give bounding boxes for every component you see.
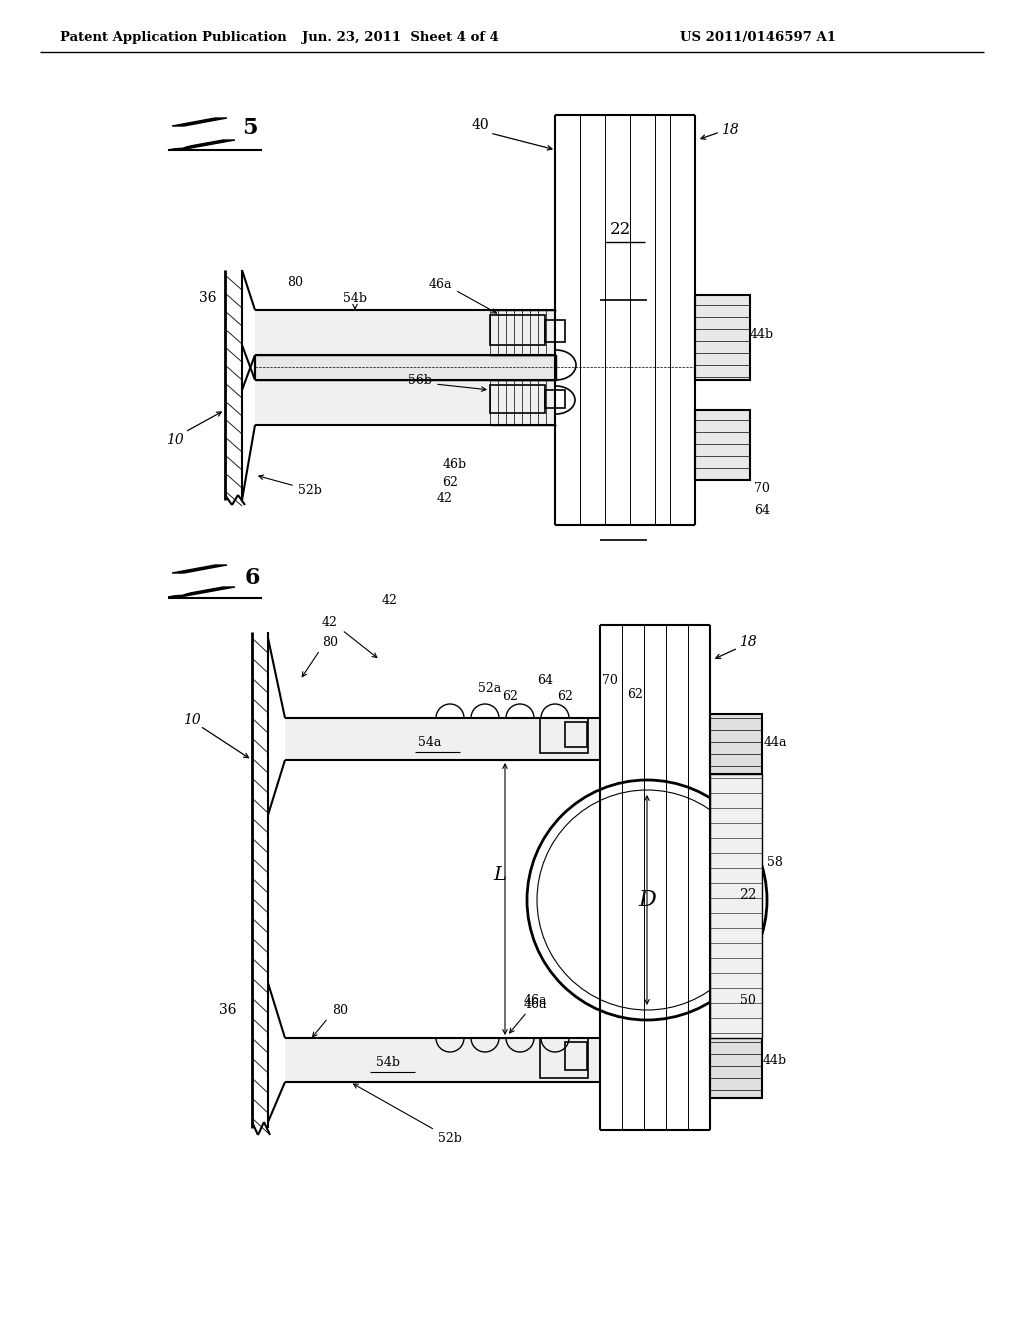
Text: Patent Application Publication: Patent Application Publication [60, 32, 287, 45]
Bar [565, 722, 587, 747]
Bar [490, 315, 545, 345]
Text: 42: 42 [323, 615, 338, 628]
Text: 44a: 44a [763, 735, 786, 748]
Polygon shape [168, 587, 234, 597]
Text: 10: 10 [166, 433, 184, 447]
Text: 46a: 46a [428, 279, 452, 292]
Text: 42: 42 [382, 594, 398, 606]
Text: 50: 50 [740, 994, 756, 1006]
Bar [545, 319, 565, 342]
Text: 70: 70 [754, 482, 770, 495]
Text: 80: 80 [322, 635, 338, 648]
Polygon shape [172, 117, 227, 125]
Text: 64: 64 [537, 673, 553, 686]
Bar [255, 310, 556, 355]
Polygon shape [172, 565, 227, 573]
Text: 64: 64 [754, 503, 770, 516]
Text: 18: 18 [721, 123, 739, 137]
Text: 10: 10 [183, 713, 201, 727]
Text: 18: 18 [739, 635, 757, 649]
Text: 58: 58 [767, 855, 783, 869]
Text: 22: 22 [739, 888, 757, 902]
Text: 54a: 54a [419, 735, 441, 748]
Text: 80: 80 [332, 1003, 348, 1016]
Bar [710, 714, 762, 774]
Polygon shape [170, 129, 233, 147]
Text: 62: 62 [627, 688, 643, 701]
Text: 46a: 46a [523, 998, 547, 1011]
Text: 54b: 54b [376, 1056, 400, 1068]
Bar [540, 718, 588, 752]
Text: 62: 62 [557, 689, 573, 702]
Text: 80: 80 [287, 276, 303, 289]
Text: Jun. 23, 2011  Sheet 4 of 4: Jun. 23, 2011 Sheet 4 of 4 [301, 32, 499, 45]
Bar [285, 718, 600, 760]
Text: 70: 70 [602, 673, 617, 686]
Text: D: D [638, 888, 656, 911]
Bar [565, 1041, 587, 1071]
Text: 44b: 44b [763, 1053, 787, 1067]
Bar [540, 1038, 588, 1078]
Bar [545, 389, 565, 408]
Text: 5: 5 [243, 117, 258, 139]
Text: L: L [494, 866, 507, 884]
Bar [695, 294, 750, 380]
Bar [255, 380, 556, 425]
Bar [695, 411, 750, 480]
Text: 22: 22 [609, 222, 631, 239]
Text: 36: 36 [200, 290, 217, 305]
Text: 44b: 44b [750, 329, 774, 342]
Text: 36: 36 [219, 1003, 237, 1016]
Bar [490, 385, 545, 413]
Polygon shape [170, 577, 233, 594]
Bar [710, 1038, 762, 1098]
Bar [285, 1038, 600, 1082]
Bar [255, 355, 555, 380]
Text: 56b: 56b [408, 374, 432, 387]
Polygon shape [168, 140, 234, 150]
Text: 52b: 52b [438, 1131, 462, 1144]
Text: 40: 40 [471, 117, 488, 132]
Bar [255, 355, 556, 380]
Text: 54b: 54b [343, 292, 367, 305]
Text: 52b: 52b [298, 483, 322, 496]
Text: 52a: 52a [478, 681, 502, 694]
Text: 46a: 46a [523, 994, 547, 1006]
Text: 62: 62 [502, 689, 518, 702]
Text: 6: 6 [245, 568, 260, 589]
Text: 42: 42 [437, 491, 453, 504]
Text: US 2011/0146597 A1: US 2011/0146597 A1 [680, 32, 836, 45]
Text: 62: 62 [442, 475, 458, 488]
Text: 46b: 46b [443, 458, 467, 471]
Bar [710, 774, 762, 1038]
